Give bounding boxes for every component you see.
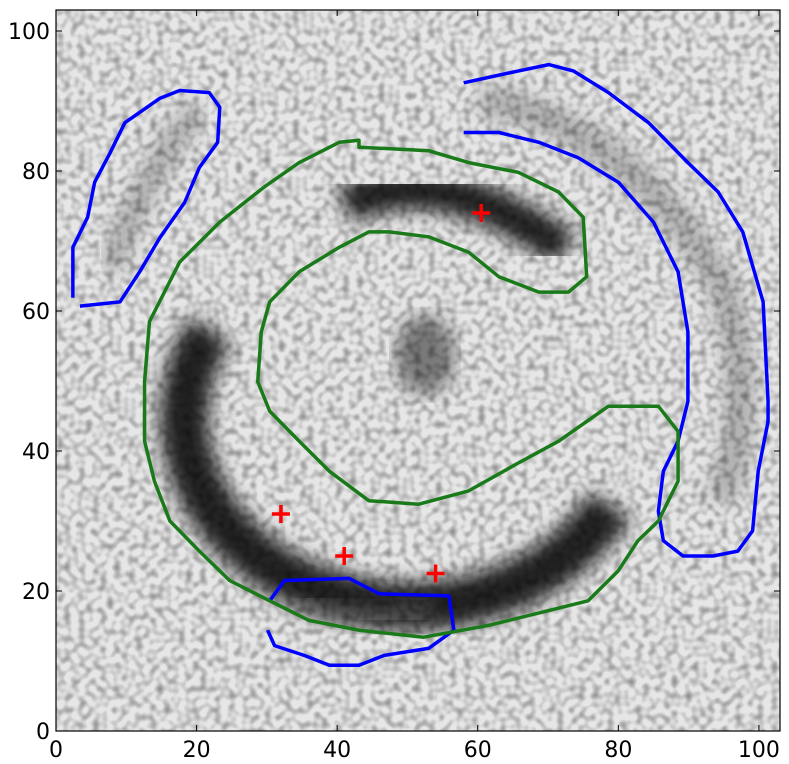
- marker: [271, 505, 290, 523]
- plot-frame: [55, 9, 781, 732]
- x-tick-label: 40: [323, 738, 351, 763]
- contour-line: [265, 576, 456, 667]
- y-tick-label: 0: [36, 720, 50, 745]
- x-tick-label: 20: [183, 738, 211, 763]
- marker: [472, 204, 491, 222]
- image: [56, 10, 780, 731]
- y-tick-label: 60: [22, 300, 50, 325]
- image-noise: [56, 10, 780, 731]
- x-tick-label: 0: [49, 738, 63, 763]
- contour-line: [142, 138, 680, 639]
- marker: [335, 547, 354, 565]
- y-tick-label: 20: [22, 580, 50, 605]
- marker: [426, 564, 445, 583]
- contour-line: [463, 62, 770, 558]
- contour-line: [71, 88, 222, 308]
- x-tick-label: 60: [464, 738, 492, 763]
- y-tick-label: 80: [22, 160, 50, 185]
- x-tick-label: 100: [738, 738, 780, 763]
- y-tick-label: 40: [22, 440, 50, 465]
- y-tick-label: 100: [8, 20, 50, 45]
- marks: [71, 62, 770, 667]
- x-tick-label: 80: [604, 738, 632, 763]
